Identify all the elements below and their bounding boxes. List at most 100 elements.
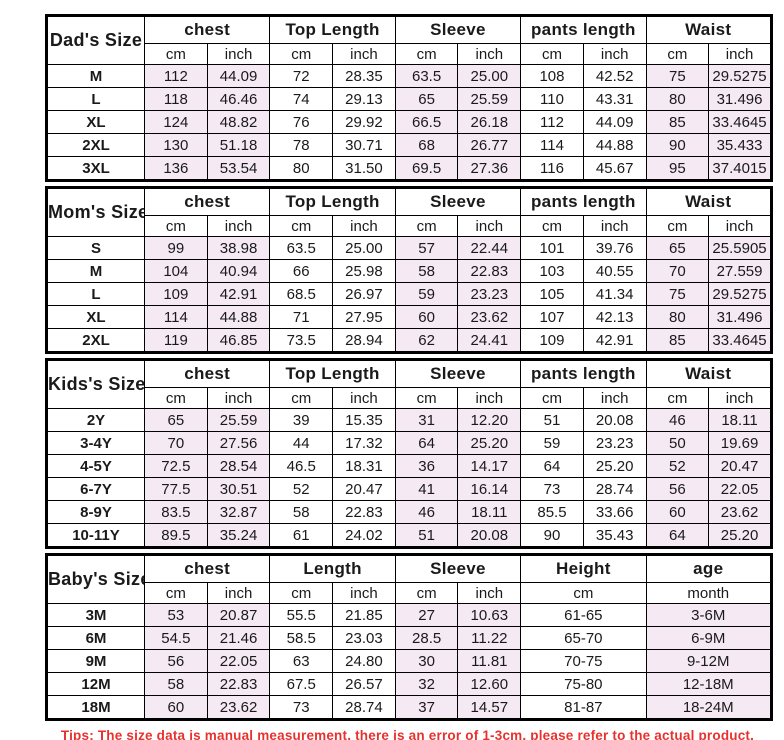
- value-cell: 68: [394, 133, 459, 157]
- value-cell: 39.76: [582, 236, 647, 260]
- unit-header: cm: [144, 215, 208, 237]
- column-header: Sleeve: [394, 554, 522, 583]
- value-cell: 59: [520, 431, 584, 455]
- value-cell: 27.36: [457, 156, 522, 181]
- size-label: 4-5Y: [46, 454, 145, 478]
- value-cell: 51: [394, 523, 459, 548]
- table-row: 18M 60 23.62 73 28.74 37 14.57 81-87 18-24M: [46, 695, 772, 720]
- value-cell: 54.5: [144, 626, 208, 650]
- value-cell: 25.59: [457, 87, 522, 111]
- unit-header: inch: [457, 387, 522, 409]
- size-label: M: [46, 259, 145, 283]
- value-cell: 107: [520, 305, 584, 329]
- value-cell: 65: [144, 408, 208, 432]
- unit-header: cm: [394, 215, 459, 237]
- value-cell: 26.97: [332, 282, 396, 306]
- header-row-units: cm inch cm inch cm inch cm month: [47, 582, 772, 604]
- value-cell: 21.46: [206, 626, 271, 650]
- value-cell: 72: [269, 64, 334, 88]
- value-cell: 73.5: [269, 328, 334, 353]
- column-header: Waist: [645, 15, 772, 44]
- column-header: Height: [520, 554, 647, 583]
- value-cell: 23.23: [582, 431, 647, 455]
- value-cell: 28.94: [332, 328, 396, 353]
- value-cell: 6-9M: [645, 626, 772, 650]
- table-header: Kids's Size chest Top Length Sleeve pants le…: [46, 359, 772, 409]
- column-header: chest: [143, 187, 271, 216]
- value-cell: 25.20: [708, 523, 772, 548]
- value-cell: 55.5: [269, 603, 334, 627]
- table-row: 2XL 119 46.85 73.5 28.94 62 24.41 109 42.91 85 33.…: [46, 328, 772, 353]
- unit-header: month: [645, 582, 772, 604]
- value-cell: 38.98: [206, 236, 271, 260]
- value-cell: 12.60: [457, 672, 522, 696]
- table-row: 4-5Y 72.5 28.54 46.5 18.31 36 14.17 64 25.20 52 20…: [46, 454, 772, 478]
- table-header: Dad's Size chest Top Length Sleeve pants len…: [46, 15, 772, 65]
- value-cell: 63.5: [394, 64, 459, 88]
- table-row: L 109 42.91 68.5 26.97 59 23.23 105 41.34 75 29.52…: [46, 282, 772, 306]
- value-cell: 73: [269, 695, 334, 720]
- value-cell: 112: [144, 64, 208, 88]
- unit-header: inch: [206, 215, 271, 237]
- table-title: Kids's Size: [46, 359, 145, 409]
- value-cell: 29.5275: [708, 282, 772, 306]
- value-cell: 109: [144, 282, 208, 306]
- size-label: 8-9Y: [46, 500, 145, 524]
- table-row: 6-7Y 77.5 30.51 52 20.47 41 16.14 73 28.74 56 22.0…: [46, 477, 772, 501]
- column-header: chest: [143, 359, 271, 388]
- value-cell: 118: [144, 87, 208, 111]
- value-cell: 27.95: [332, 305, 396, 329]
- size-chart: Dad's Size chest Top Length Sleeve pants len…: [45, 14, 773, 740]
- column-header: chest: [143, 15, 271, 44]
- header-row-groups: Kids's Size chest Top Length Sleeve pants le…: [46, 359, 772, 409]
- value-cell: 114: [520, 133, 584, 157]
- value-cell: 64: [645, 523, 710, 548]
- unit-header: inch: [582, 215, 647, 237]
- table-row: 3-4Y 70 27.56 44 17.32 64 25.20 59 23.23 50 19.69: [46, 431, 772, 455]
- value-cell: 59: [394, 282, 459, 306]
- value-cell: 44.88: [582, 133, 647, 157]
- unit-header: inch: [582, 43, 647, 65]
- value-cell: 109: [520, 328, 584, 353]
- value-cell: 33.4645: [708, 328, 772, 353]
- value-cell: 66.5: [394, 110, 459, 134]
- table-body: S 99 38.98 63.5 25.00 57 22.44 101 39.76 65 25.590…: [46, 236, 772, 353]
- kids-size-table-section: Kids's Size chest Top Length Sleeve pants le…: [45, 358, 773, 549]
- value-cell: 104: [144, 259, 208, 283]
- value-cell: 48.82: [206, 110, 271, 134]
- value-cell: 27.559: [708, 259, 772, 283]
- value-cell: 58: [144, 672, 208, 696]
- value-cell: 70: [144, 431, 208, 455]
- value-cell: 19.69: [708, 431, 772, 455]
- unit-header: cm: [269, 387, 334, 409]
- value-cell: 112: [520, 110, 584, 134]
- value-cell: 42.91: [582, 328, 647, 353]
- value-cell: 20.08: [582, 408, 647, 432]
- value-cell: 29.13: [332, 87, 396, 111]
- table-row: 9M 56 22.05 63 24.80 30 11.81 70-75 9-12M: [46, 649, 772, 673]
- value-cell: 119: [144, 328, 208, 353]
- header-row-units: cm inch cm inch cm inch cm inch cm inch: [47, 387, 772, 409]
- value-cell: 18-24M: [645, 695, 772, 720]
- value-cell: 27: [394, 603, 459, 627]
- value-cell: 28.35: [332, 64, 396, 88]
- unit-header: inch: [206, 582, 271, 604]
- value-cell: 74: [269, 87, 334, 111]
- header-row-units: cm inch cm inch cm inch cm inch cm inch: [47, 215, 772, 237]
- value-cell: 44.09: [206, 64, 271, 88]
- value-cell: 80: [269, 156, 334, 181]
- value-cell: 66: [269, 259, 334, 283]
- value-cell: 76: [269, 110, 334, 134]
- value-cell: 30.51: [206, 477, 271, 501]
- value-cell: 18.11: [457, 500, 522, 524]
- value-cell: 18.11: [708, 408, 772, 432]
- value-cell: 23.23: [457, 282, 522, 306]
- unit-header: inch: [582, 387, 647, 409]
- value-cell: 46: [645, 408, 710, 432]
- table-row: XL 114 44.88 71 27.95 60 23.62 107 42.13 80 31.496: [46, 305, 772, 329]
- value-cell: 24.41: [457, 328, 522, 353]
- column-header: pants length: [520, 15, 647, 44]
- unit-header: inch: [332, 43, 396, 65]
- unit-header: inch: [332, 387, 396, 409]
- table-header: Mom's Size chest Top Length Sleeve pants len…: [46, 187, 772, 237]
